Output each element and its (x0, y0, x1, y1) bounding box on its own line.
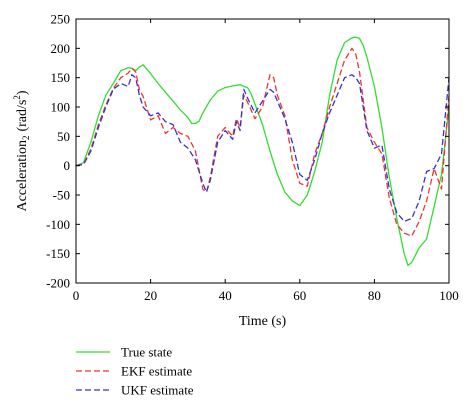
x-tick-label: 80 (368, 288, 381, 303)
series-line-1 (75, 36, 450, 267)
legend-label: UKF estimate (121, 383, 194, 398)
y-tick-label: 250 (51, 12, 71, 27)
y-axis-title-unit-sup: 2 (12, 95, 22, 100)
plot-frame (75, 18, 450, 284)
series-line-3 (75, 74, 450, 223)
y-tick-label: 150 (51, 70, 71, 85)
y-tick-label: 100 (51, 100, 71, 115)
x-tick-label: 40 (219, 288, 232, 303)
x-tick-label: 0 (73, 288, 80, 303)
y-tick-label: 50 (57, 129, 70, 144)
x-tick-label: 20 (144, 288, 157, 303)
series-line-2 (75, 47, 450, 237)
y-tick-label: -50 (53, 188, 70, 203)
x-axis-title: Time (s) (239, 314, 287, 329)
legend-label: EKF estimate (121, 364, 192, 379)
axes: 0 20 40 60 80 100 -200 -150 -100 -50 0 50 100 150 200 2… (46, 12, 459, 304)
x-tick-label: 100 (439, 288, 459, 303)
y-tick-label: 0 (64, 158, 71, 173)
y-axis-title: Acceleration2(rad/s2) (12, 90, 31, 211)
x-tick-label: 60 (293, 288, 306, 303)
y-tick-label: -150 (46, 246, 70, 261)
y-tick-label: -200 (46, 276, 70, 291)
legend: True state EKF estimate UKF estimate (76, 345, 194, 398)
legend-label: True state (121, 345, 172, 360)
y-axis-title-unit-close: ) (15, 90, 30, 95)
y-tick-label: 200 (51, 41, 71, 56)
y-axis-title-unit: (rad/s (15, 100, 30, 132)
y-tick-label: -100 (46, 217, 70, 232)
y-axis-title-main: Acceleration (15, 140, 30, 212)
y-axis-title-sub: 2 (21, 136, 31, 141)
plot-lines (75, 36, 450, 267)
